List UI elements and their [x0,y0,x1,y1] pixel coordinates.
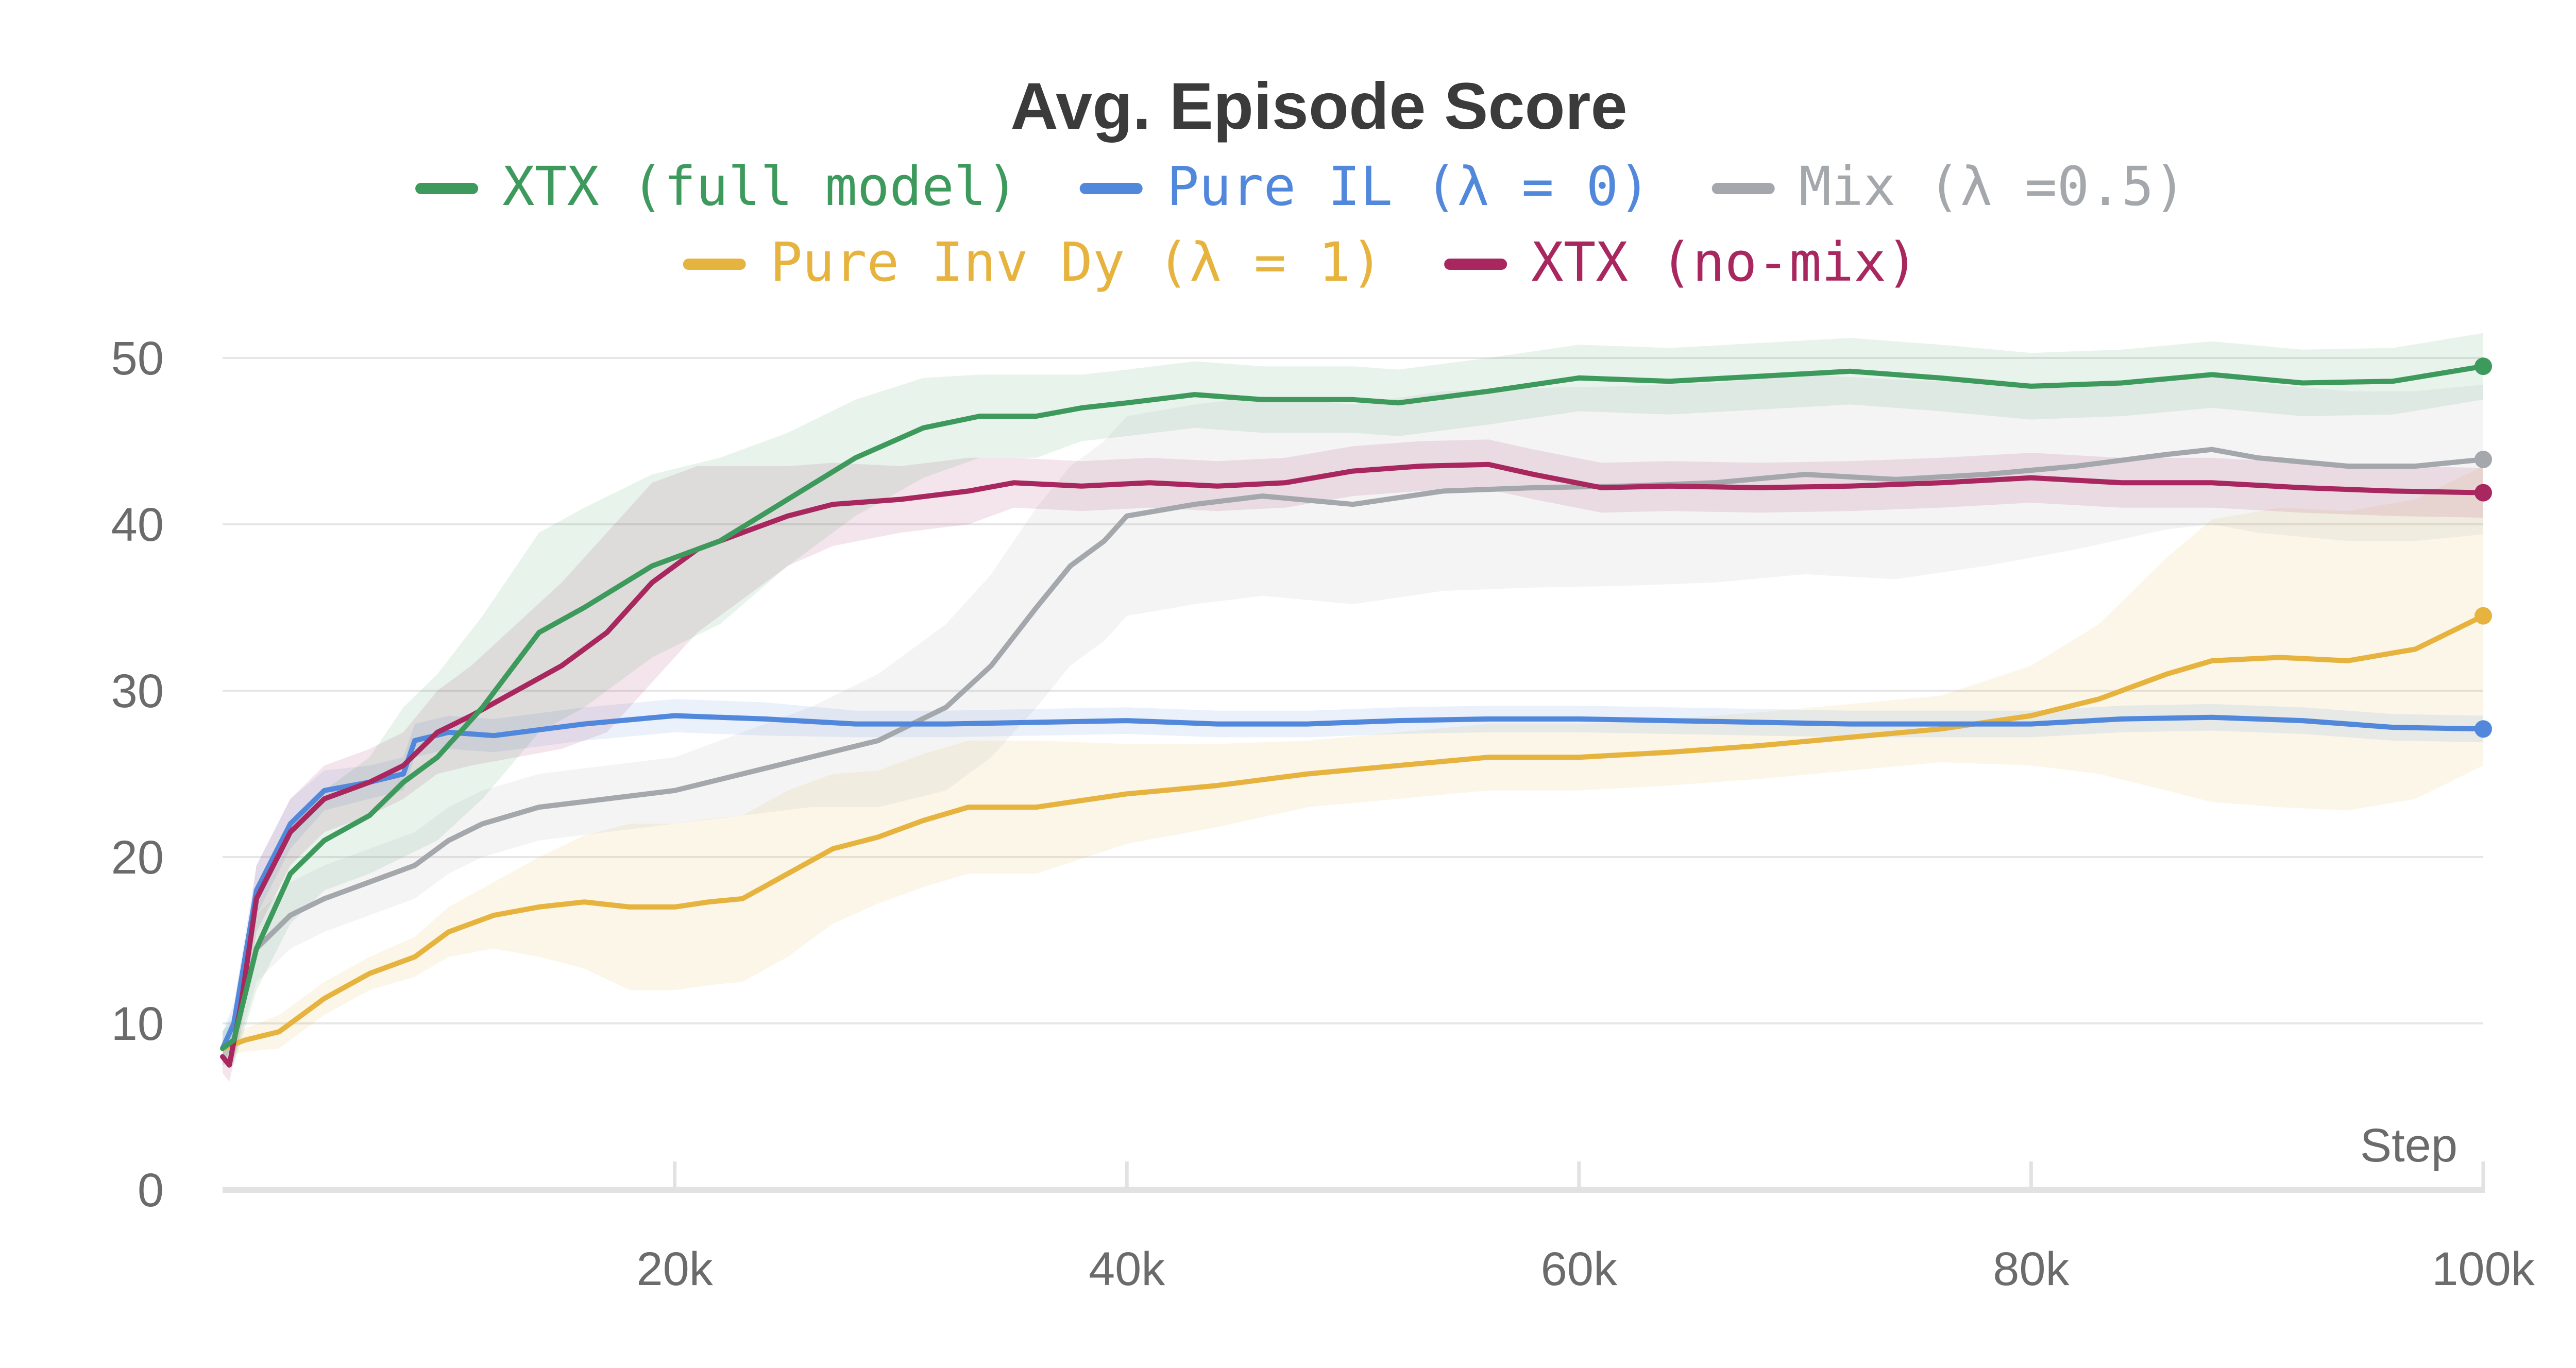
x-tick-label: 20k [636,1243,713,1295]
y-tick-label: 50 [111,332,164,385]
legend-label: XTX (no-mix) [1531,231,1918,294]
y-tick-label: 40 [111,499,164,551]
x-tick-label: 60k [1541,1243,1618,1295]
line-series-2 [220,447,2486,1051]
band-series-1 [223,699,2483,1065]
x-axis-ticks: 20k 40k 60k 80k 100k [636,1161,2535,1295]
x-tick-label: 40k [1089,1243,1165,1295]
line-series-0 [220,364,2486,1051]
chart-title: Avg. Episode Score [1010,70,1627,143]
legend-item: XTX (no-mix) [1444,231,1918,294]
legend-item: Pure Inv Dy (λ = 1) [683,231,1383,294]
band-series-4 [223,439,2483,1082]
x-axis-label: Step [2360,1119,2458,1172]
y-axis-ticks: 0 10 20 30 40 50 [111,332,164,1217]
legend-label: Pure Inv Dy (λ = 1) [770,231,1383,294]
y-tick-label: 10 [111,998,164,1050]
line-series-4 [220,461,2486,1068]
endpoint-series-1 [2475,720,2492,738]
legend-label: Mix (λ =0.5) [1799,155,2186,218]
y-tick-label: 20 [111,831,164,884]
endpoint-series-3 [2475,607,2492,625]
legend-item: Mix (λ =0.5) [1711,155,2186,218]
legend-item: XTX (full model) [415,155,1019,218]
endpoint-series-4 [2475,484,2492,502]
legend-item: Pure IL (λ = 0) [1079,155,1651,218]
series-lines [220,364,2486,1068]
x-tick-label: 100k [2432,1243,2535,1295]
grid-lines [223,357,2483,1024]
endpoint-series-2 [2475,451,2492,469]
band-series-3 [223,466,2483,1057]
y-tick-label: 0 [138,1164,164,1217]
endpoint-series-0 [2475,357,2492,375]
band-series-2 [223,374,2483,1065]
series-endpoints [2475,357,2492,738]
line-series-3 [220,613,2486,1051]
y-tick-label: 30 [111,665,164,717]
legend-label: Pure IL (λ = 0) [1167,155,1651,218]
x-tick-label: 80k [1993,1243,2070,1295]
legend-label: XTX (full model) [502,155,1019,218]
legend: XTX (full model) Pure IL (λ = 0) Mix (λ =0… [415,155,2186,294]
